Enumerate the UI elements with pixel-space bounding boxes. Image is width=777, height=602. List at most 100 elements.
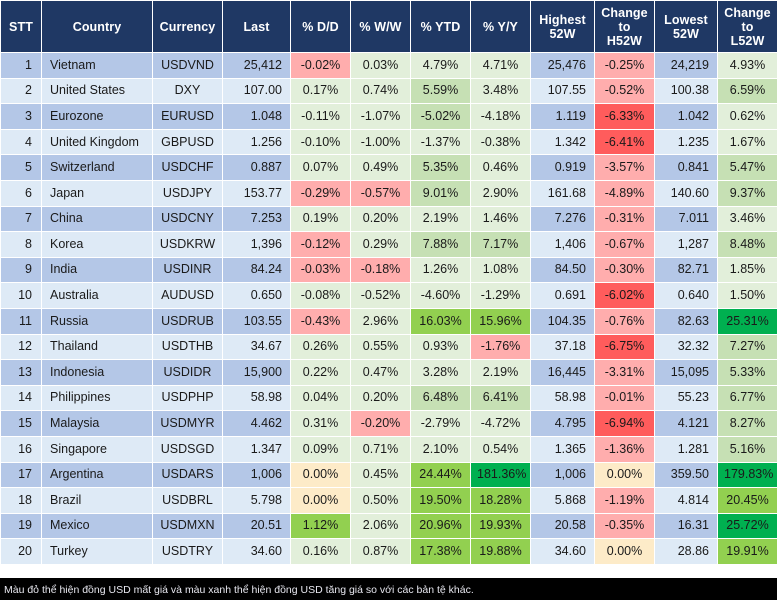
cell-change-to-l52w: 25.72% <box>717 512 777 540</box>
cell-change-to-h52w: -0.76% <box>594 307 655 335</box>
cell-change-yy: 1.46% <box>470 205 531 233</box>
table-row[interactable]: 11 Russia USDRUB 103.55 -0.43% 2.96% 16.03% 15.… <box>0 307 777 335</box>
table-row[interactable]: 6 Japan USDJPY 153.77 -0.29% -0.57% 9.01% 2.90%… <box>0 179 777 207</box>
table-row[interactable]: 5 Switzerland USDCHF 0.887 0.07% 0.49% 5.35% 0.… <box>0 154 777 181</box>
cell-highest-52w: 1,006 <box>530 461 595 489</box>
column-header-change-to-l52w[interactable]: Change to L52W <box>717 0 777 53</box>
cell-stt: 17 <box>0 461 42 489</box>
table-row[interactable]: 14 Philippines USDPHP 58.98 0.04% 0.20% 6.48% 6… <box>0 384 777 412</box>
cell-change-yy: 0.46% <box>470 154 531 181</box>
cell-lowest-52w: 4.814 <box>654 487 718 514</box>
column-header-ww[interactable]: % W/W <box>350 0 411 53</box>
cell-currency: USDVND <box>152 52 223 79</box>
cell-country: Switzerland <box>41 154 153 181</box>
column-header-currency[interactable]: Currency <box>152 0 223 53</box>
cell-change-dd: 0.22% <box>290 359 351 386</box>
cell-stt: 13 <box>0 359 42 386</box>
column-header-last[interactable]: Last <box>222 0 291 53</box>
cell-change-dd: -0.10% <box>290 128 351 156</box>
cell-country: Vietnam <box>41 52 153 79</box>
cell-change-dd: -0.11% <box>290 103 351 130</box>
footer-legend-bar: Màu đỏ thể hiện đồng USD mất giá và màu … <box>0 578 777 602</box>
cell-change-to-l52w: 9.37% <box>717 179 777 207</box>
table-row[interactable]: 19 Mexico USDMXN 20.51 1.12% 2.06% 20.96% 19.93… <box>0 512 777 540</box>
column-header-line: Highest <box>539 12 586 27</box>
cell-last: 7.253 <box>222 205 291 233</box>
cell-stt: 18 <box>0 487 42 514</box>
cell-lowest-52w: 4.121 <box>654 410 718 437</box>
cell-last: 0.887 <box>222 154 291 181</box>
cell-highest-52w: 37.18 <box>530 333 595 361</box>
cell-change-ww: 0.87% <box>350 538 411 565</box>
cell-stt: 6 <box>0 179 42 207</box>
column-header-highest-52w[interactable]: Highest 52W <box>530 0 595 53</box>
table-row[interactable]: 4 United Kingdom GBPUSD 1.256 -0.10% -1.00% -1… <box>0 128 777 156</box>
cell-currency: USDIDR <box>152 359 223 386</box>
cell-change-dd: 0.00% <box>290 487 351 514</box>
cell-last: 15,900 <box>222 359 291 386</box>
cell-change-yy: 4.71% <box>470 52 531 79</box>
column-header-ytd[interactable]: % YTD <box>410 0 471 53</box>
cell-change-to-h52w: -0.35% <box>594 512 655 540</box>
table-row[interactable]: 3 Eurozone EURUSD 1.048 -0.11% -1.07% -5.02% -4… <box>0 103 777 130</box>
table-row[interactable]: 13 Indonesia USDIDR 15,900 0.22% 0.47% 3.28% 2.… <box>0 359 777 386</box>
cell-last: 107.00 <box>222 77 291 105</box>
column-header-lowest-52w[interactable]: Lowest 52W <box>654 0 718 53</box>
table-row[interactable]: 1 Vietnam USDVND 25,412 -0.02% 0.03% 4.79% 4.71… <box>0 52 777 79</box>
column-header-line: H52W <box>606 33 643 48</box>
table-row[interactable]: 8 Korea USDKRW 1,396 -0.12% 0.29% 7.88% 7.17% 1,… <box>0 231 777 258</box>
table-row[interactable]: 7 China USDCNY 7.253 0.19% 0.20% 2.19% 1.46% 7.2… <box>0 205 777 233</box>
cell-stt: 8 <box>0 231 42 258</box>
cell-change-dd: 0.19% <box>290 205 351 233</box>
column-header-change-to-h52w[interactable]: Change to H52W <box>594 0 655 53</box>
cell-stt: 11 <box>0 307 42 335</box>
cell-change-to-l52w: 1.85% <box>717 256 777 284</box>
cell-change-ww: 2.96% <box>350 307 411 335</box>
column-header-line: % W/W <box>359 19 402 34</box>
column-header-yy[interactable]: % Y/Y <box>470 0 531 53</box>
cell-change-to-h52w: -6.94% <box>594 410 655 437</box>
cell-highest-52w: 1.342 <box>530 128 595 156</box>
table-row[interactable]: 17 Argentina USDARS 1,006 0.00% 0.45% 24.44% 18… <box>0 461 777 489</box>
table-row[interactable]: 2 United States DXY 107.00 0.17% 0.74% 5.59% 3.… <box>0 77 777 105</box>
table-row[interactable]: 9 India USDINR 84.24 -0.03% -0.18% 1.26% 1.08% 8… <box>0 256 777 284</box>
cell-currency: USDSGD <box>152 435 223 463</box>
cell-change-ytd: 5.59% <box>410 77 471 105</box>
cell-change-dd: -0.12% <box>290 231 351 258</box>
cell-lowest-52w: 1.281 <box>654 435 718 463</box>
cell-last: 1,006 <box>222 461 291 489</box>
cell-change-yy: -0.38% <box>470 128 531 156</box>
table-row[interactable]: 16 Singapore USDSGD 1.347 0.09% 0.71% 2.10% 0.5… <box>0 435 777 463</box>
cell-change-ytd: -5.02% <box>410 103 471 130</box>
cell-stt: 4 <box>0 128 42 156</box>
column-header-stt[interactable]: STT <box>0 0 42 53</box>
table-row[interactable]: 10 Australia AUDUSD 0.650 -0.08% -0.52% -4.60%… <box>0 282 777 309</box>
cell-highest-52w: 4.795 <box>530 410 595 437</box>
cell-change-ytd: 2.19% <box>410 205 471 233</box>
table-row[interactable]: 15 Malaysia USDMYR 4.462 0.31% -0.20% -2.79% -4… <box>0 410 777 437</box>
cell-change-to-l52w: 8.48% <box>717 231 777 258</box>
cell-change-to-l52w: 20.45% <box>717 487 777 514</box>
column-header-country[interactable]: Country <box>41 0 153 53</box>
table-row[interactable]: 20 Turkey USDTRY 34.60 0.16% 0.87% 17.38% 19.88… <box>0 538 777 565</box>
cell-change-yy: -1.76% <box>470 333 531 361</box>
cell-lowest-52w: 55.23 <box>654 384 718 412</box>
column-header-dd[interactable]: % D/D <box>290 0 351 53</box>
cell-currency: USDRUB <box>152 307 223 335</box>
cell-change-dd: -0.43% <box>290 307 351 335</box>
bottom-rule <box>0 600 777 602</box>
cell-change-dd: 0.17% <box>290 77 351 105</box>
cell-change-ytd: 1.26% <box>410 256 471 284</box>
cell-currency: USDMYR <box>152 410 223 437</box>
cell-change-to-h52w: -0.30% <box>594 256 655 284</box>
table-header: STT Country Currency Last % D/D % W/W % … <box>0 0 777 53</box>
cell-lowest-52w: 140.60 <box>654 179 718 207</box>
table-row[interactable]: 18 Brazil USDBRL 5.798 0.00% 0.50% 19.50% 18.28… <box>0 487 777 514</box>
cell-lowest-52w: 1.235 <box>654 128 718 156</box>
cell-country: Russia <box>41 307 153 335</box>
cell-highest-52w: 0.919 <box>530 154 595 181</box>
table-row[interactable]: 12 Thailand USDTHB 34.67 0.26% 0.55% 0.93% -1.7… <box>0 333 777 361</box>
cell-last: 34.60 <box>222 538 291 565</box>
cell-country: Singapore <box>41 435 153 463</box>
cell-highest-52w: 104.35 <box>530 307 595 335</box>
